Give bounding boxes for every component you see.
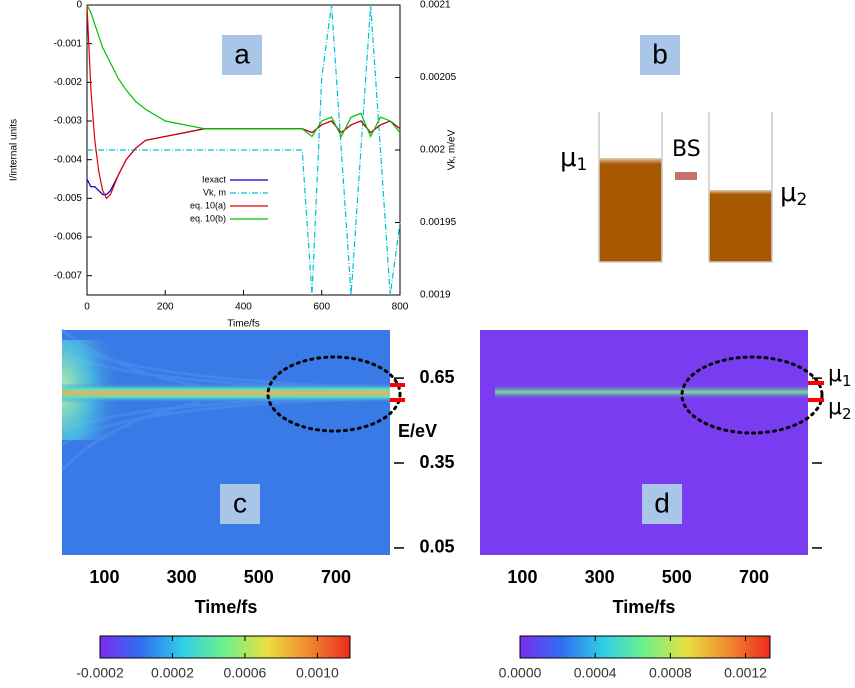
series-line [87, 4, 401, 296]
mu-subscript: 1 [842, 372, 852, 390]
y-tick-label: -0.005 [54, 193, 83, 204]
y-tick-label: 0.05 [419, 537, 454, 557]
y2-tick-label: 0.002 [420, 145, 445, 156]
mu-label: μ1 [828, 362, 852, 390]
x-tick-label: 100 [507, 567, 537, 587]
series-line [86, 120, 401, 196]
barrier-label: BS [672, 137, 701, 162]
mu-symbol: μ [780, 178, 797, 208]
panel-label-box [222, 35, 262, 75]
legend-label: Vk, m [203, 187, 226, 197]
y-tick-label: -0.007 [54, 270, 83, 281]
panel-label: b [652, 38, 668, 69]
reservoir [709, 190, 772, 262]
legend-label: Iexact [202, 174, 227, 184]
colorbar [99, 635, 351, 659]
mu-subscript: 1 [577, 155, 588, 175]
panel-label: a [234, 38, 250, 69]
x-axis-label: Time/fs [613, 597, 676, 617]
colorbar-tick-label: 0.0002 [151, 665, 194, 681]
y-axis-label: I/internal units [9, 119, 20, 181]
colorbar-tick-label: -0.0002 [76, 665, 124, 681]
colorbar-tick-label: 0.0006 [224, 665, 267, 681]
series-line [86, 4, 401, 138]
mu-subscript: 2 [797, 190, 808, 210]
y2-tick-label: 0.0021 [420, 0, 451, 11]
x-tick-label: 600 [313, 302, 330, 313]
mu-symbol: μ [828, 362, 842, 387]
reservoir [599, 158, 662, 262]
mu-label: μ2 [780, 178, 807, 211]
y-tick-label: 0.65 [419, 367, 454, 387]
x-tick-label: 300 [585, 567, 615, 587]
y-tick-label: 0 [76, 0, 82, 11]
mu-symbol: μ [560, 143, 577, 173]
y-tick-label: -0.004 [54, 154, 83, 165]
barrier [675, 172, 697, 180]
colorbar-tick-label: 0.0012 [724, 665, 767, 681]
mu-symbol: μ [828, 395, 842, 420]
panel-label-box [642, 484, 682, 524]
legend-label: eq. 10(a) [190, 200, 226, 210]
y-tick-label: -0.002 [54, 77, 83, 88]
colorbar-tick-label: 0.0008 [649, 665, 692, 681]
y-tick-label: -0.003 [54, 116, 83, 127]
x-tick-label: 300 [167, 567, 197, 587]
x-tick-label: 800 [392, 302, 409, 313]
x-tick-label: 200 [157, 302, 174, 313]
y2-tick-label: 0.0019 [420, 290, 451, 301]
panel-label-box [640, 35, 680, 75]
mu-label: μ1 [560, 143, 587, 176]
x-tick-label: 500 [662, 567, 692, 587]
colorbar-tick-label: 0.0000 [499, 665, 542, 681]
colorbar-tick-label: 0.0010 [296, 665, 339, 681]
mu-label: μ2 [828, 395, 852, 423]
x-tick-label: 700 [321, 567, 351, 587]
y-axis-label: E/eV [398, 421, 437, 441]
colorbar [519, 635, 771, 659]
panel-label-box [220, 484, 260, 524]
y2-tick-label: 0.00205 [420, 72, 457, 83]
y2-tick-label: 0.00195 [420, 217, 457, 228]
level-markers [390, 381, 824, 402]
x-tick-label: 500 [244, 567, 274, 587]
legend-label: eq. 10(b) [190, 213, 226, 223]
x-tick-label: 100 [89, 567, 119, 587]
diagram-b: b μ1 BS μ2 [560, 35, 807, 263]
mu-subscript: 2 [842, 405, 852, 423]
x-tick-label: 400 [235, 302, 252, 313]
y2-axis-label: Vk, m/eV [447, 129, 458, 170]
panel-label: d [654, 487, 670, 518]
colorbar-tick-label: 0.0004 [574, 665, 617, 681]
x-axis-label: Time/fs [195, 597, 258, 617]
y-tick-label: -0.001 [54, 38, 83, 49]
y-tick-label: 0.35 [419, 452, 454, 472]
panel-label: c [233, 487, 247, 518]
x-tick-label: 0 [84, 302, 90, 313]
x-axis-label: Time/fs [227, 319, 259, 330]
x-tick-label: 700 [739, 567, 769, 587]
y-tick-label: -0.006 [54, 232, 83, 243]
series-line [86, 4, 401, 200]
